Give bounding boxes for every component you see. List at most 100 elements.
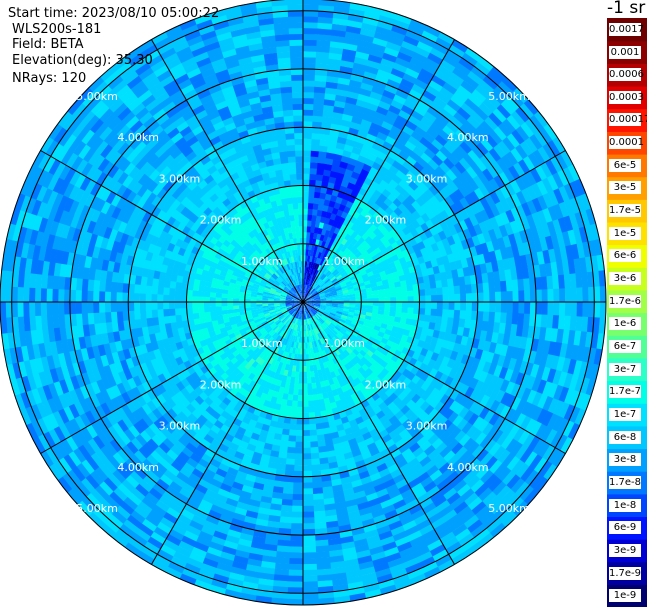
beta-cell xyxy=(434,191,445,203)
beta-cell xyxy=(277,415,285,424)
beta-cell xyxy=(317,251,322,259)
beta-cell xyxy=(317,326,323,333)
beta-cell xyxy=(385,483,399,495)
beta-cell xyxy=(332,279,339,285)
beta-cell xyxy=(598,317,606,335)
beta-cell xyxy=(515,144,529,160)
beta-cell xyxy=(500,302,508,314)
beta-cell xyxy=(327,455,337,464)
beta-cell xyxy=(349,299,356,303)
beta-cell xyxy=(339,280,346,286)
beta-cell xyxy=(307,267,311,274)
beta-cell xyxy=(319,351,324,358)
beta-cell xyxy=(5,301,13,318)
beta-cell xyxy=(294,453,303,460)
beta-cell xyxy=(272,486,284,494)
beta-cell xyxy=(358,507,372,517)
beta-cell xyxy=(266,520,280,529)
beta-cell xyxy=(236,445,247,455)
beta-cell xyxy=(78,398,91,414)
beta-cell xyxy=(494,188,506,202)
beta-cell xyxy=(451,523,468,538)
beta-cell xyxy=(310,446,319,454)
beta-cell xyxy=(342,325,349,331)
beta-cell xyxy=(360,82,374,92)
beta-cell xyxy=(153,365,163,377)
beta-cell xyxy=(247,365,256,373)
beta-cell xyxy=(306,266,309,274)
beta-cell xyxy=(293,318,297,324)
beta-cell xyxy=(280,504,293,512)
beta-cell xyxy=(343,390,351,399)
beta-cell xyxy=(347,360,355,369)
beta-cell xyxy=(375,25,392,37)
beta-cell xyxy=(435,150,448,163)
beta-cell xyxy=(580,210,591,228)
beta-cell xyxy=(343,370,351,379)
beta-cell xyxy=(407,213,417,224)
beta-cell xyxy=(518,290,525,303)
beta-cell xyxy=(228,572,245,582)
beta-cell xyxy=(308,303,315,307)
beta-cell xyxy=(539,352,549,368)
beta-cell xyxy=(181,567,199,580)
beta-cell xyxy=(257,397,266,406)
beta-cell xyxy=(564,288,572,303)
beta-cell xyxy=(498,270,507,282)
beta-cell xyxy=(332,412,341,421)
beta-cell xyxy=(442,309,449,318)
beta-cell xyxy=(267,514,281,523)
beta-cell xyxy=(350,278,358,284)
beta-cell xyxy=(520,401,533,417)
beta-cell xyxy=(46,233,56,249)
beta-cell xyxy=(165,448,179,461)
beta-cell xyxy=(332,111,344,120)
beta-cell xyxy=(40,287,47,302)
beta-cell xyxy=(360,240,369,248)
beta-cell xyxy=(141,518,157,532)
beta-cell xyxy=(146,276,154,287)
beta-cell xyxy=(311,475,322,483)
beta-cell xyxy=(342,149,353,158)
beta-cell xyxy=(376,280,384,287)
beta-cell xyxy=(310,162,318,169)
beta-cell xyxy=(118,329,127,341)
beta-cell xyxy=(480,452,494,467)
beta-cell xyxy=(94,355,104,369)
beta-cell xyxy=(387,320,395,327)
beta-cell xyxy=(334,94,348,103)
beta-cell xyxy=(356,45,372,55)
beta-cell xyxy=(479,469,494,484)
beta-cell xyxy=(311,133,322,140)
beta-cell xyxy=(298,313,301,320)
beta-cell xyxy=(406,194,417,205)
beta-cell xyxy=(255,370,263,378)
beta-cell xyxy=(313,244,319,252)
beta-cell xyxy=(323,261,329,268)
beta-cell xyxy=(564,302,572,317)
beta-cell xyxy=(340,358,348,366)
beta-cell xyxy=(424,260,433,270)
beta-cell xyxy=(379,9,398,20)
beta-cell xyxy=(312,364,318,372)
beta-cell xyxy=(370,180,380,190)
beta-cell xyxy=(289,316,294,322)
beta-cell xyxy=(155,499,170,513)
beta-cell xyxy=(404,452,417,464)
beta-cell xyxy=(320,368,327,376)
beta-cell xyxy=(308,261,312,268)
beta-cell xyxy=(369,122,382,132)
beta-cell xyxy=(406,223,416,233)
beta-cell xyxy=(411,375,421,385)
beta-cell xyxy=(343,302,350,305)
beta-cell xyxy=(309,318,313,325)
beta-cell xyxy=(40,273,49,289)
beta-cell xyxy=(430,47,447,61)
beta-cell xyxy=(326,326,332,333)
beta-cell xyxy=(442,487,458,501)
beta-cell xyxy=(563,404,576,422)
beta-cell xyxy=(336,264,343,271)
beta-cell xyxy=(363,456,375,466)
beta-cell xyxy=(321,122,332,130)
beta-cell xyxy=(488,147,502,163)
